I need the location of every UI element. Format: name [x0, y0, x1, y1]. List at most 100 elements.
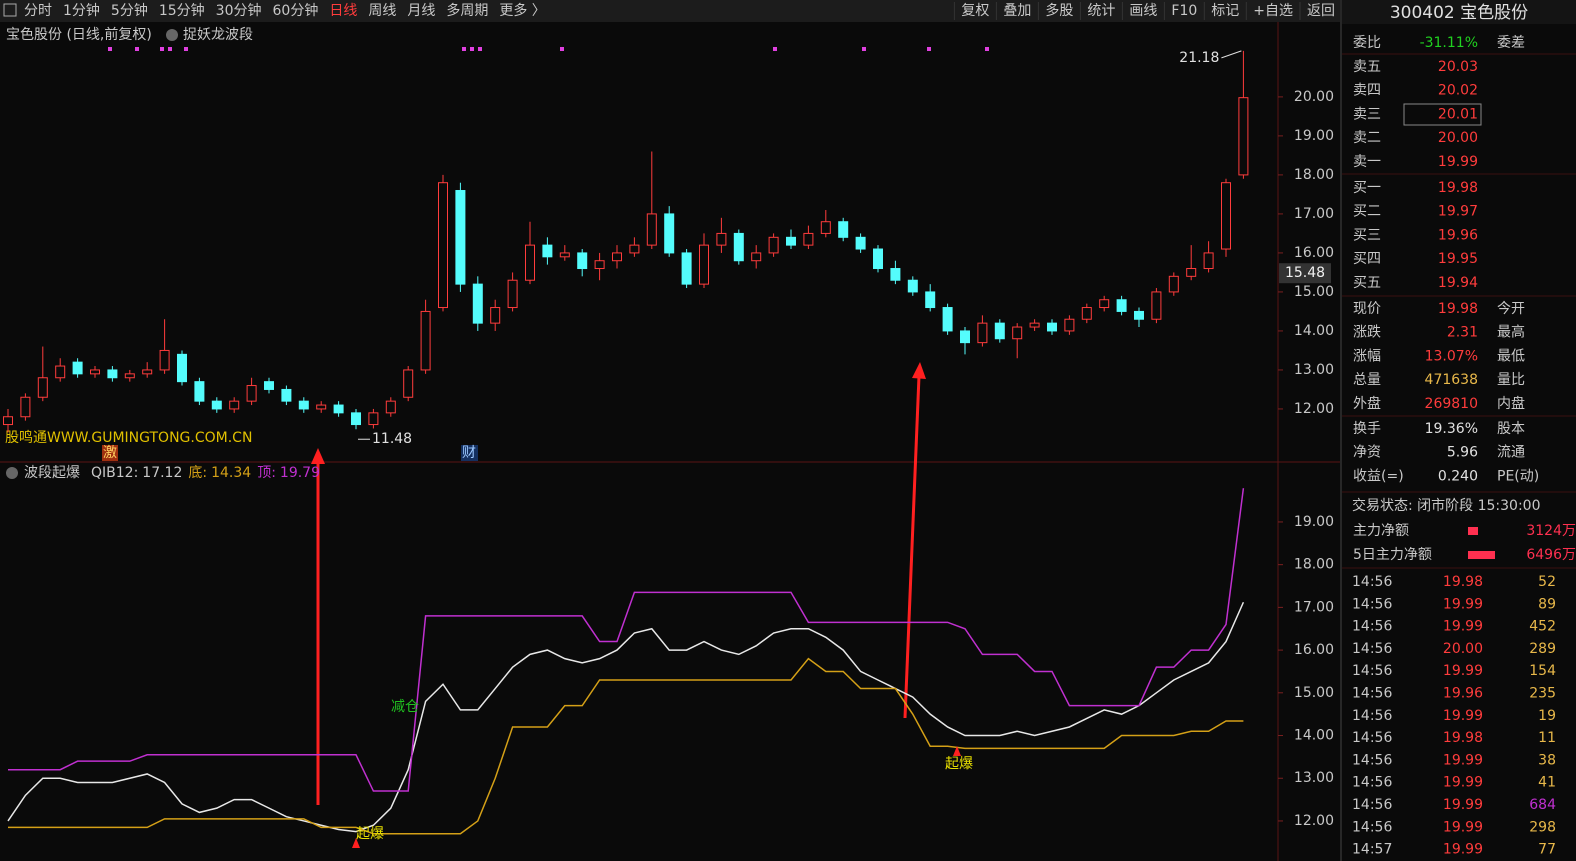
book-label: 卖五: [1353, 59, 1381, 75]
toolbar-item[interactable]: 1分钟: [63, 2, 100, 19]
tick-price: 20.00: [1443, 641, 1483, 657]
candle-body: [542, 244, 553, 258]
y-tick-label: 16.00: [1294, 245, 1334, 261]
toolbar-item[interactable]: 60分钟: [273, 2, 319, 19]
low-label: 11.48: [372, 431, 412, 447]
toolbar-item[interactable]: 返回: [1307, 3, 1335, 19]
toolbar-item[interactable]: 统计: [1087, 3, 1115, 19]
stat-label: 今开: [1497, 301, 1525, 317]
watermark: 股鸣通WWW.GUMINGTONG.COM.CN: [5, 429, 252, 446]
book-label: 买三: [1353, 227, 1381, 243]
y-tick-label: 15.00: [1294, 685, 1334, 701]
candle-body: [316, 404, 327, 410]
book-label: 卖二: [1353, 130, 1381, 146]
book-price: 19.99: [1438, 154, 1478, 170]
stat-label: 换手: [1353, 420, 1381, 437]
toolbar-item[interactable]: 复权: [961, 2, 989, 19]
y-tick-label: 19.00: [1294, 514, 1334, 530]
y-tick-label: 12.00: [1294, 401, 1334, 417]
book-label: 买二: [1353, 204, 1381, 220]
candle-body: [368, 412, 379, 426]
stat-label: 量比: [1497, 372, 1525, 388]
candle-body: [925, 291, 936, 309]
y-tick-label: 14.00: [1294, 728, 1334, 744]
stat-label: 现价: [1353, 301, 1381, 317]
flow-bar: [1468, 527, 1478, 535]
main-title: 宝色股份 (日线,前复权): [6, 26, 152, 43]
book-price: 19.98: [1438, 180, 1478, 196]
legend-name: 顶:: [257, 465, 276, 481]
book-label: 卖四: [1353, 83, 1381, 99]
panel-header-bg: [1342, 0, 1576, 24]
tick-volume: 154: [1529, 663, 1556, 679]
tick-price: 19.98: [1443, 730, 1483, 746]
menu-icon[interactable]: [3, 3, 17, 17]
toolbar-item[interactable]: 日线: [329, 3, 357, 19]
tick-price: 19.99: [1443, 752, 1483, 768]
toolbar-item[interactable]: 周线: [368, 3, 396, 19]
candle-body: [229, 400, 240, 410]
candle-body: [264, 381, 274, 390]
legend-value: 14.34: [211, 465, 251, 481]
candle-body: [699, 244, 709, 285]
candle-body: [751, 252, 762, 262]
candle-body: [559, 252, 570, 258]
stat-label: 涨跌: [1353, 325, 1381, 341]
book-price: 19.95: [1438, 251, 1478, 267]
indicator-name: 捉妖龙波段: [183, 27, 253, 43]
stat-value: 5.96: [1447, 445, 1478, 461]
toolbar-item[interactable]: +自选: [1253, 3, 1293, 19]
tick-time: 14:56: [1352, 708, 1392, 724]
toggle-icon[interactable]: [166, 29, 178, 41]
price-marker-bg: [1279, 263, 1331, 284]
candle-body: [1064, 318, 1075, 332]
candle-body: [142, 369, 153, 375]
indicator-line: [8, 488, 1245, 792]
toolbar-item[interactable]: 标记: [1211, 3, 1239, 19]
stat-value: 269810: [1425, 396, 1478, 412]
arrow-head: [912, 362, 926, 379]
toolbar-bg: [0, 0, 1340, 22]
tick-time: 14:56: [1352, 641, 1392, 657]
toolbar-item[interactable]: 多股: [1045, 2, 1073, 19]
toolbar-item[interactable]: 15分钟: [159, 2, 205, 19]
toolbar-item[interactable]: 30分钟: [216, 2, 262, 19]
stat-label: 涨幅: [1353, 348, 1381, 364]
toolbar-item[interactable]: 画线: [1129, 3, 1157, 19]
tick-volume: 684: [1529, 797, 1556, 813]
tick-time: 14:56: [1352, 819, 1392, 835]
signal-arrow: [352, 838, 360, 848]
tick-price: 19.99: [1443, 797, 1483, 813]
stat-label: PE(动): [1497, 468, 1539, 484]
y-tick-label: 12.00: [1294, 813, 1334, 829]
candle-body: [490, 307, 501, 324]
toolbar-item[interactable]: F10: [1171, 3, 1197, 19]
candle-body: [820, 221, 831, 234]
candle-body: [681, 252, 692, 285]
stat-value: 0.240: [1438, 468, 1478, 484]
legend-name: QIB12:: [91, 465, 138, 481]
tick-time: 14:56: [1352, 596, 1392, 612]
candle-body: [1186, 268, 1197, 277]
toolbar-item[interactable]: 5分钟: [111, 2, 148, 19]
stat-value: 19.36%: [1425, 421, 1478, 437]
book-price: 19.97: [1438, 204, 1478, 220]
weibi: -31.11%: [1420, 35, 1478, 51]
tick-volume: 89: [1538, 596, 1556, 612]
toggle-icon[interactable]: [6, 467, 18, 479]
candle-body: [455, 190, 466, 285]
toolbar-item[interactable]: 多周期: [446, 2, 488, 19]
y-tick-label: 14.00: [1294, 323, 1334, 339]
stat-label: 股本: [1497, 421, 1525, 437]
toolbar-item[interactable]: 叠加: [1003, 3, 1031, 19]
tick-time: 14:56: [1352, 752, 1392, 768]
candle-body: [333, 404, 344, 414]
toolbar-item[interactable]: 分时: [24, 3, 52, 19]
candle-body: [716, 232, 727, 246]
candle-body: [907, 279, 918, 293]
toolbar-item[interactable]: 更多 〉: [499, 2, 545, 19]
toolbar-item[interactable]: 月线: [407, 3, 435, 19]
stat-label: 净资: [1353, 445, 1381, 461]
candle-body: [873, 248, 883, 270]
